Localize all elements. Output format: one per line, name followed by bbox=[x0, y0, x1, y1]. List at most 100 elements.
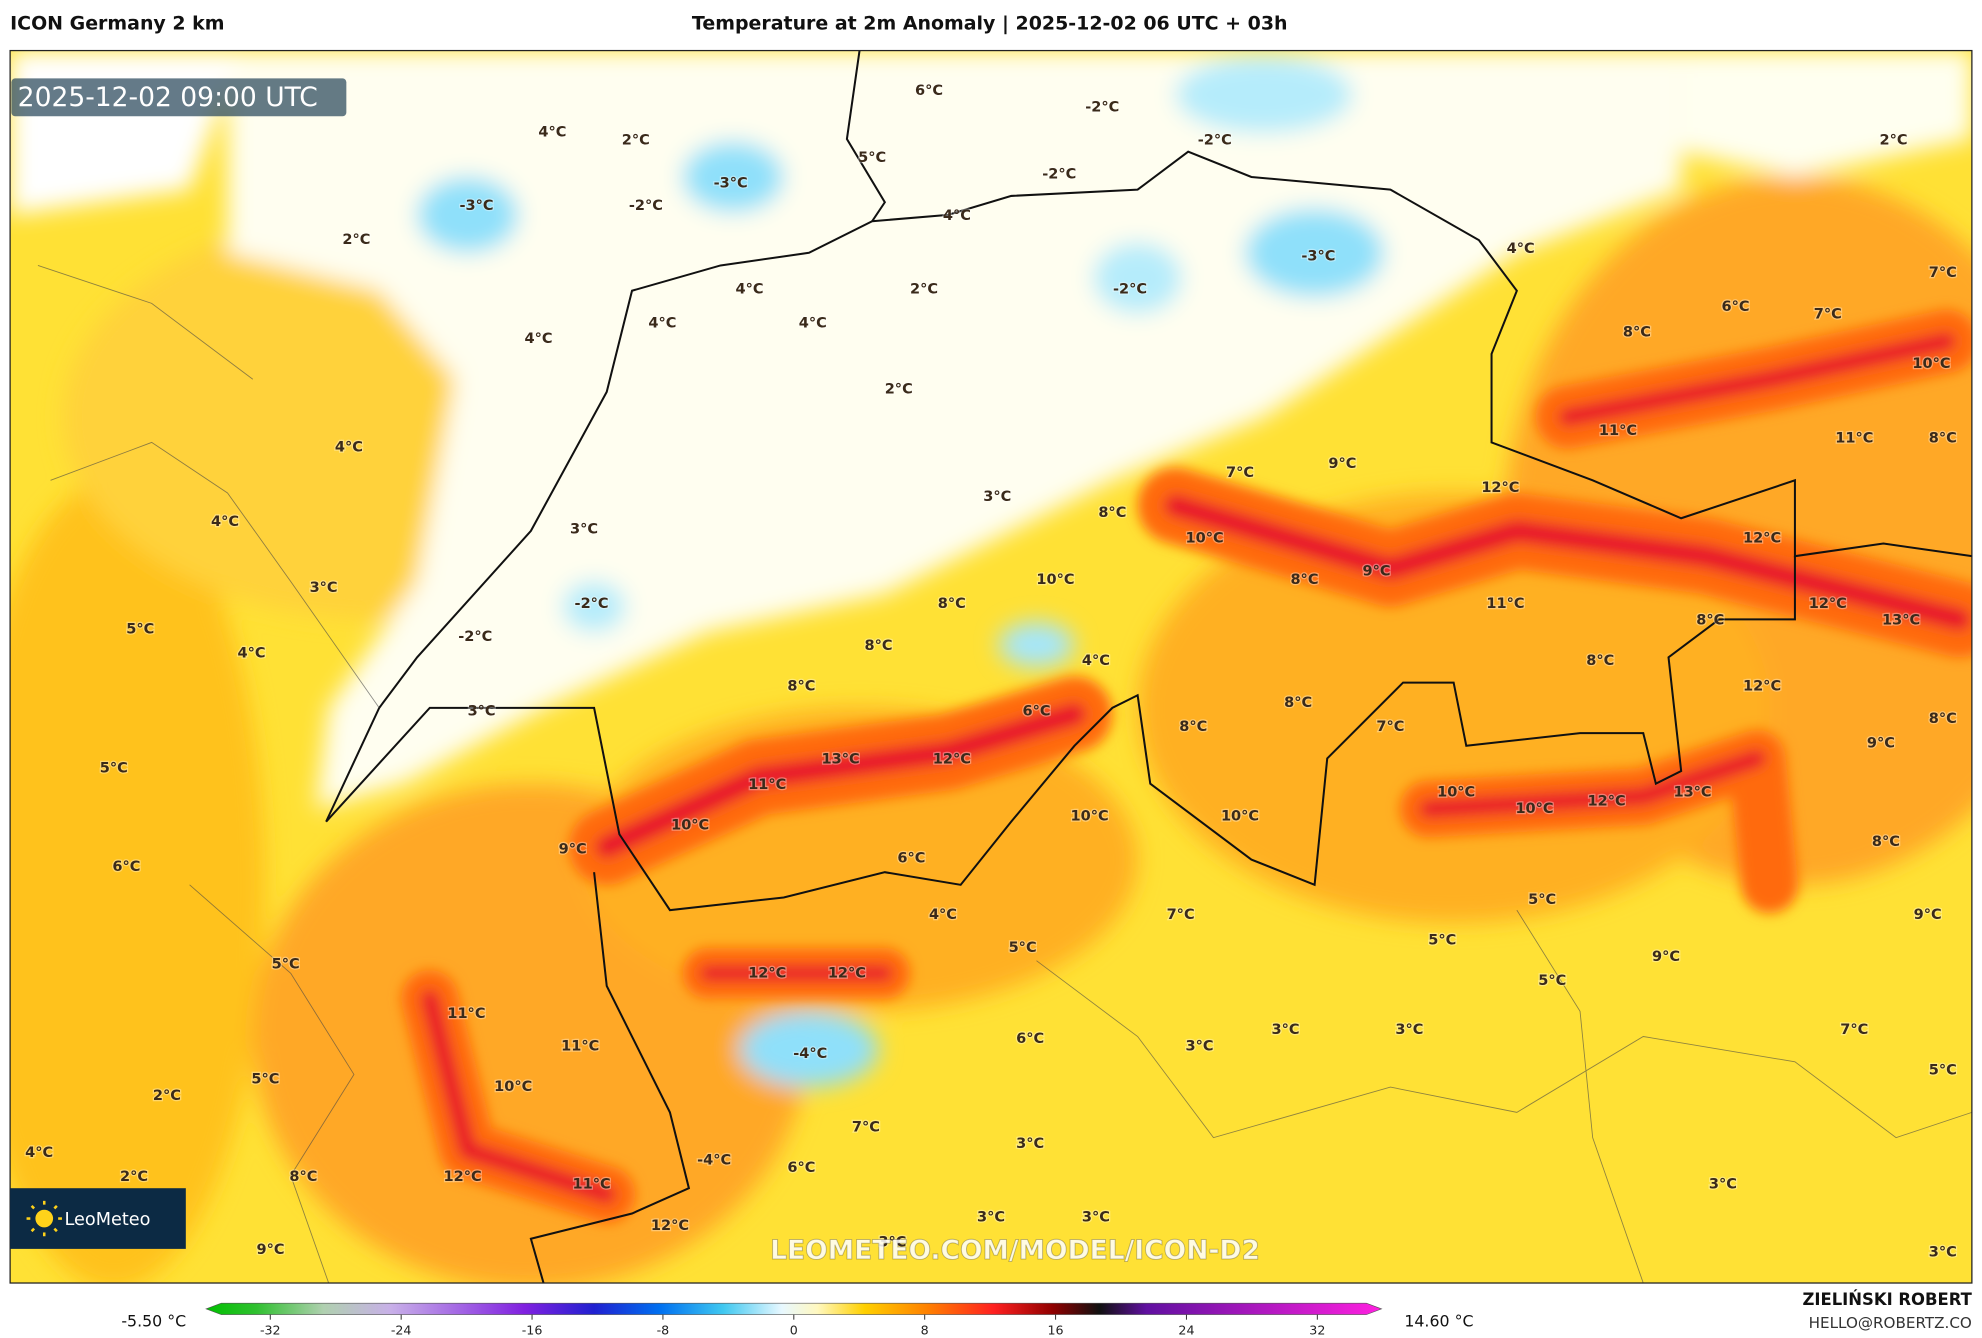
temperature-label: 8°C bbox=[864, 638, 892, 654]
timestamp-box bbox=[11, 78, 347, 117]
temperature-label: -4°C bbox=[697, 1152, 731, 1168]
temperature-label: 7°C bbox=[1814, 307, 1842, 323]
temperature-label: 4°C bbox=[335, 439, 363, 455]
temperature-label: -2°C bbox=[1042, 166, 1076, 182]
email: HELLO@ROBERTZ.CO bbox=[1809, 1314, 1972, 1332]
colorbar-tick-label: 24 bbox=[1178, 1323, 1194, 1338]
temperature-label: 13°C bbox=[1882, 613, 1920, 629]
temperature-label: 5°C bbox=[100, 761, 128, 777]
map-frame bbox=[9, 49, 1973, 1284]
temperature-label: 11°C bbox=[447, 1006, 485, 1022]
temperature-label: 6°C bbox=[112, 859, 140, 875]
temperature-label: 7°C bbox=[1376, 719, 1404, 735]
temperature-label: 9°C bbox=[1328, 456, 1356, 472]
temperature-label: 3°C bbox=[1016, 1136, 1044, 1152]
temperature-label: 12°C bbox=[1588, 793, 1626, 809]
temperature-label: 9°C bbox=[1914, 907, 1942, 923]
temperature-label: 11°C bbox=[573, 1176, 611, 1192]
temperature-label: 5°C bbox=[1009, 940, 1037, 956]
min-value: -5.50 °C bbox=[121, 1312, 186, 1331]
colorbar-tick-label: -32 bbox=[260, 1323, 281, 1338]
temperature-label: 8°C bbox=[938, 596, 966, 612]
temperature-label: 8°C bbox=[1623, 324, 1651, 340]
logo-text: LeoMeteo bbox=[64, 1210, 150, 1230]
temperature-label: 2°C bbox=[910, 281, 938, 297]
temperature-label: 10°C bbox=[1437, 785, 1475, 801]
colorbar-tick-label: -16 bbox=[522, 1323, 543, 1338]
temperature-label: 8°C bbox=[1696, 613, 1724, 629]
colorbar-tick-label: 16 bbox=[1048, 1323, 1064, 1338]
temperature-label: 8°C bbox=[1098, 505, 1126, 521]
temperature-label: 7°C bbox=[1167, 907, 1195, 923]
timestamp: 2025-12-02 09:00 UTC bbox=[18, 82, 318, 113]
temperature-label: 2°C bbox=[153, 1088, 181, 1104]
temperature-label: 5°C bbox=[1929, 1063, 1957, 1079]
temperature-label: 4°C bbox=[799, 316, 827, 332]
temperature-label: 8°C bbox=[1929, 431, 1957, 447]
temperature-label: 10°C bbox=[1036, 572, 1074, 588]
temperature-label: -3°C bbox=[460, 198, 494, 214]
temperature-label: -2°C bbox=[1198, 132, 1232, 148]
logo-rays bbox=[26, 1200, 62, 1237]
temperature-label: 4°C bbox=[736, 281, 764, 297]
temperature-label: 12°C bbox=[1809, 596, 1847, 612]
temperature-label: 9°C bbox=[1652, 949, 1680, 965]
temperature-label: 13°C bbox=[822, 752, 860, 768]
temperature-label: 8°C bbox=[1179, 719, 1207, 735]
temperature-label: 5°C bbox=[858, 150, 886, 166]
temperature-labels: 4°C 2°C 6°C 5°C -2°C -2°C -2°C -3°C -2°C -3°C 2°C 4… bbox=[24, 82, 1958, 1262]
temperature-label: 4°C bbox=[1082, 653, 1110, 669]
temperature-label: 11°C bbox=[561, 1039, 599, 1055]
logo-sun bbox=[35, 1209, 54, 1228]
temperature-label: 9°C bbox=[1363, 563, 1391, 579]
temperature-label: 8°C bbox=[289, 1169, 317, 1185]
temperature-label: 8°C bbox=[1872, 834, 1900, 850]
temperature-label: 4°C bbox=[211, 514, 239, 530]
temperature-label: 3°C bbox=[1395, 1022, 1423, 1038]
temperature-label: 3°C bbox=[570, 522, 598, 538]
temperature-label: 6°C bbox=[915, 83, 943, 99]
temperature-label: 12°C bbox=[1481, 480, 1519, 496]
temperature-label: 3°C bbox=[1082, 1209, 1110, 1225]
temperature-label: 8°C bbox=[1929, 711, 1957, 727]
temperature-label: 3°C bbox=[983, 489, 1011, 505]
temperature-label: 2°C bbox=[120, 1169, 148, 1185]
temperature-label: 8°C bbox=[1586, 653, 1614, 669]
temperature-label: 2°C bbox=[885, 381, 913, 397]
colorbar: -32 -24 -16 -8 0 8 16 24 32 bbox=[205, 1302, 1383, 1338]
temperature-label: 3°C bbox=[310, 580, 338, 596]
temperature-label: 11°C bbox=[748, 777, 786, 793]
temperature-label: -2°C bbox=[629, 198, 663, 214]
temperature-label: 3°C bbox=[977, 1209, 1005, 1225]
temperature-label: -4°C bbox=[793, 1046, 827, 1062]
temperature-label: 2°C bbox=[622, 132, 650, 148]
temperature-label: 6°C bbox=[1022, 704, 1050, 720]
watermark: LEOMETEO.COM/MODEL/ICON-D2 bbox=[770, 1235, 1260, 1266]
max-value: 14.60 °C bbox=[1404, 1312, 1473, 1331]
temperature-label: 4°C bbox=[238, 646, 266, 662]
temperature-label: 8°C bbox=[1290, 572, 1318, 588]
temperature-label: 4°C bbox=[943, 208, 971, 224]
temperature-label: 4°C bbox=[648, 316, 676, 332]
temperature-label: 5°C bbox=[1428, 932, 1456, 948]
temperature-label: 12°C bbox=[651, 1218, 689, 1234]
temperature-label: -2°C bbox=[575, 596, 609, 612]
temperature-label: 6°C bbox=[1722, 299, 1750, 315]
colorbar-tick-label: -24 bbox=[391, 1323, 412, 1338]
temperature-label: 9°C bbox=[1867, 735, 1895, 751]
temperature-label: -3°C bbox=[714, 175, 748, 191]
temperature-label: 10°C bbox=[494, 1079, 532, 1095]
temperature-label: 7°C bbox=[852, 1120, 880, 1136]
temperature-label: 11°C bbox=[1486, 596, 1524, 612]
temperature-label: 7°C bbox=[1840, 1022, 1868, 1038]
temperature-label: 12°C bbox=[933, 752, 971, 768]
colorbar-tick-label: 32 bbox=[1309, 1323, 1325, 1338]
temperature-label: 10°C bbox=[1912, 356, 1950, 372]
temperature-label: 5°C bbox=[251, 1072, 279, 1088]
temperature-label: 4°C bbox=[929, 907, 957, 923]
temperature-label: -2°C bbox=[1113, 281, 1147, 297]
colorbar-tick-label: 0 bbox=[790, 1323, 798, 1338]
model-name: ICON Germany 2 km bbox=[10, 13, 224, 35]
temperature-label: 12°C bbox=[748, 965, 786, 981]
temperature-label: 10°C bbox=[671, 817, 709, 833]
